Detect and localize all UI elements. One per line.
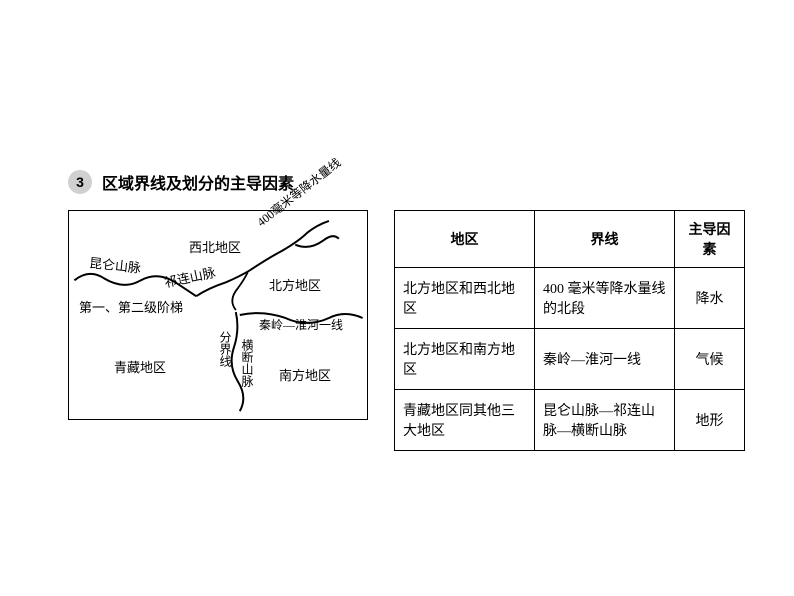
td-region: 青藏地区同其他三大地区 [395, 390, 535, 451]
section-header: 3 区域界线及划分的主导因素 [68, 170, 294, 194]
td-factor: 气候 [675, 329, 745, 390]
table-header-row: 地区 界线 主导因素 [395, 211, 745, 268]
label-northwest: 西北地区 [189, 241, 241, 255]
content-row: 昆仑山脉 第一、第二级阶梯 祁连山脉 西北地区 400毫米等降水量线 北方地区 … [68, 210, 745, 451]
table-row: 北方地区和西北地区 400 毫米等降水量线的北段 降水 [395, 268, 745, 329]
label-north: 北方地区 [269, 279, 321, 293]
th-factor: 主导因素 [675, 211, 745, 268]
label-tibet: 青藏地区 [114, 361, 166, 375]
td-factor: 地形 [675, 390, 745, 451]
th-region: 地区 [395, 211, 535, 268]
td-line: 400 毫米等降水量线的北段 [535, 268, 675, 329]
table-row: 青藏地区同其他三大地区 昆仑山脉—祁连山脉—横断山脉 地形 [395, 390, 745, 451]
td-region: 北方地区和南方地区 [395, 329, 535, 390]
td-line: 昆仑山脉—祁连山脉—横断山脉 [535, 390, 675, 451]
section-title: 区域界线及划分的主导因素 [102, 170, 294, 194]
table-row: 北方地区和南方地区 秦岭—淮河一线 气候 [395, 329, 745, 390]
label-step: 第一、第二级阶梯 [79, 301, 183, 315]
map-diagram: 昆仑山脉 第一、第二级阶梯 祁连山脉 西北地区 400毫米等降水量线 北方地区 … [68, 210, 368, 420]
label-boundary: 分界线 [219, 331, 231, 367]
td-region: 北方地区和西北地区 [395, 268, 535, 329]
th-line: 界线 [535, 211, 675, 268]
label-qinhuai: 秦岭—淮河一线 [259, 319, 343, 332]
td-factor: 降水 [675, 268, 745, 329]
label-south: 南方地区 [279, 369, 331, 383]
boundary-table: 地区 界线 主导因素 北方地区和西北地区 400 毫米等降水量线的北段 降水 北… [394, 210, 745, 451]
label-hengduan: 横断山脉 [241, 339, 253, 387]
td-line: 秦岭—淮河一线 [535, 329, 675, 390]
section-number-badge: 3 [68, 170, 92, 194]
